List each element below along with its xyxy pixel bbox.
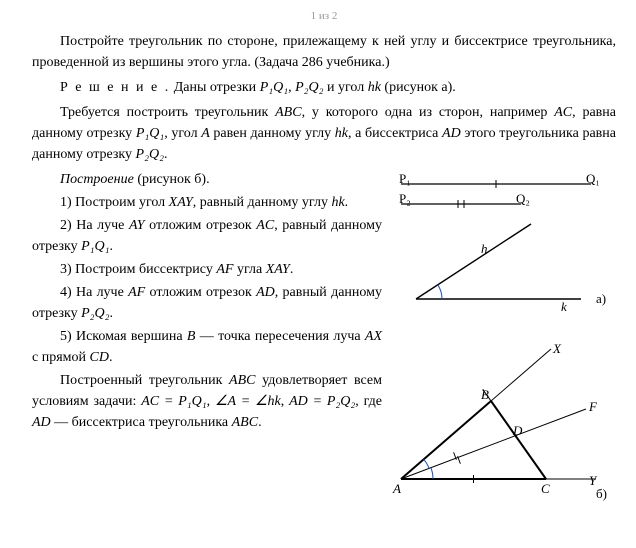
construction-title: Построение (рисунок б).: [32, 169, 382, 190]
figures-column: P₁ Q₁ P₂ Q₂ h k а) X Y F A B C D б): [381, 169, 616, 499]
problem-statement: Постройте треугольник по стороне, прилеж…: [32, 31, 616, 73]
content-row: Построение (рисунок б). 1) Построим угол…: [32, 169, 616, 433]
step-2: 2) На луче AY отложим отрезок AC, равный…: [32, 215, 382, 257]
step-5: 5) Искомая вершина B — точка пересечения…: [32, 326, 382, 368]
figure-a: P₁ Q₁ P₂ Q₂ h k а): [381, 169, 616, 319]
step-4: 4) На луче AF отложим отрезок AD, равный…: [32, 282, 382, 324]
figure-b-svg: [381, 339, 616, 499]
label-B: B: [481, 385, 489, 405]
label-D: D: [513, 421, 522, 441]
label-Q2: Q₂: [516, 189, 530, 209]
figure-b: X Y F A B C D б): [381, 339, 616, 499]
step-1: 1) Построим угол XAY, равный данному угл…: [32, 192, 382, 213]
label-fig-a: а): [596, 289, 606, 309]
solution-given: Р е ш е н и е . Даны отрезки P₁Q₁, P₂Q₂ …: [32, 77, 616, 98]
label-P1: P₁: [399, 169, 411, 189]
label-A: A: [393, 479, 401, 499]
problem-required: Требуется построить треугольник ABC, у к…: [32, 102, 616, 165]
label-fig-b: б): [596, 484, 607, 504]
conclusion: Построенный треугольник ABC удовлетворяе…: [32, 370, 382, 433]
label-P2: P₂: [399, 189, 411, 209]
label-k: k: [561, 297, 567, 317]
label-F: F: [589, 397, 597, 417]
left-column: Построение (рисунок б). 1) Построим угол…: [32, 169, 382, 433]
figure-a-svg: [381, 169, 616, 319]
solution-label: Р е ш е н и е .: [60, 80, 170, 95]
label-X: X: [553, 339, 561, 359]
label-C: C: [541, 479, 550, 499]
label-h: h: [481, 239, 488, 259]
step-3: 3) Построим биссектрису AF угла XAY.: [32, 259, 382, 280]
label-Q1: Q₁: [586, 169, 600, 189]
page-indicator: 1 из 2: [32, 8, 616, 25]
